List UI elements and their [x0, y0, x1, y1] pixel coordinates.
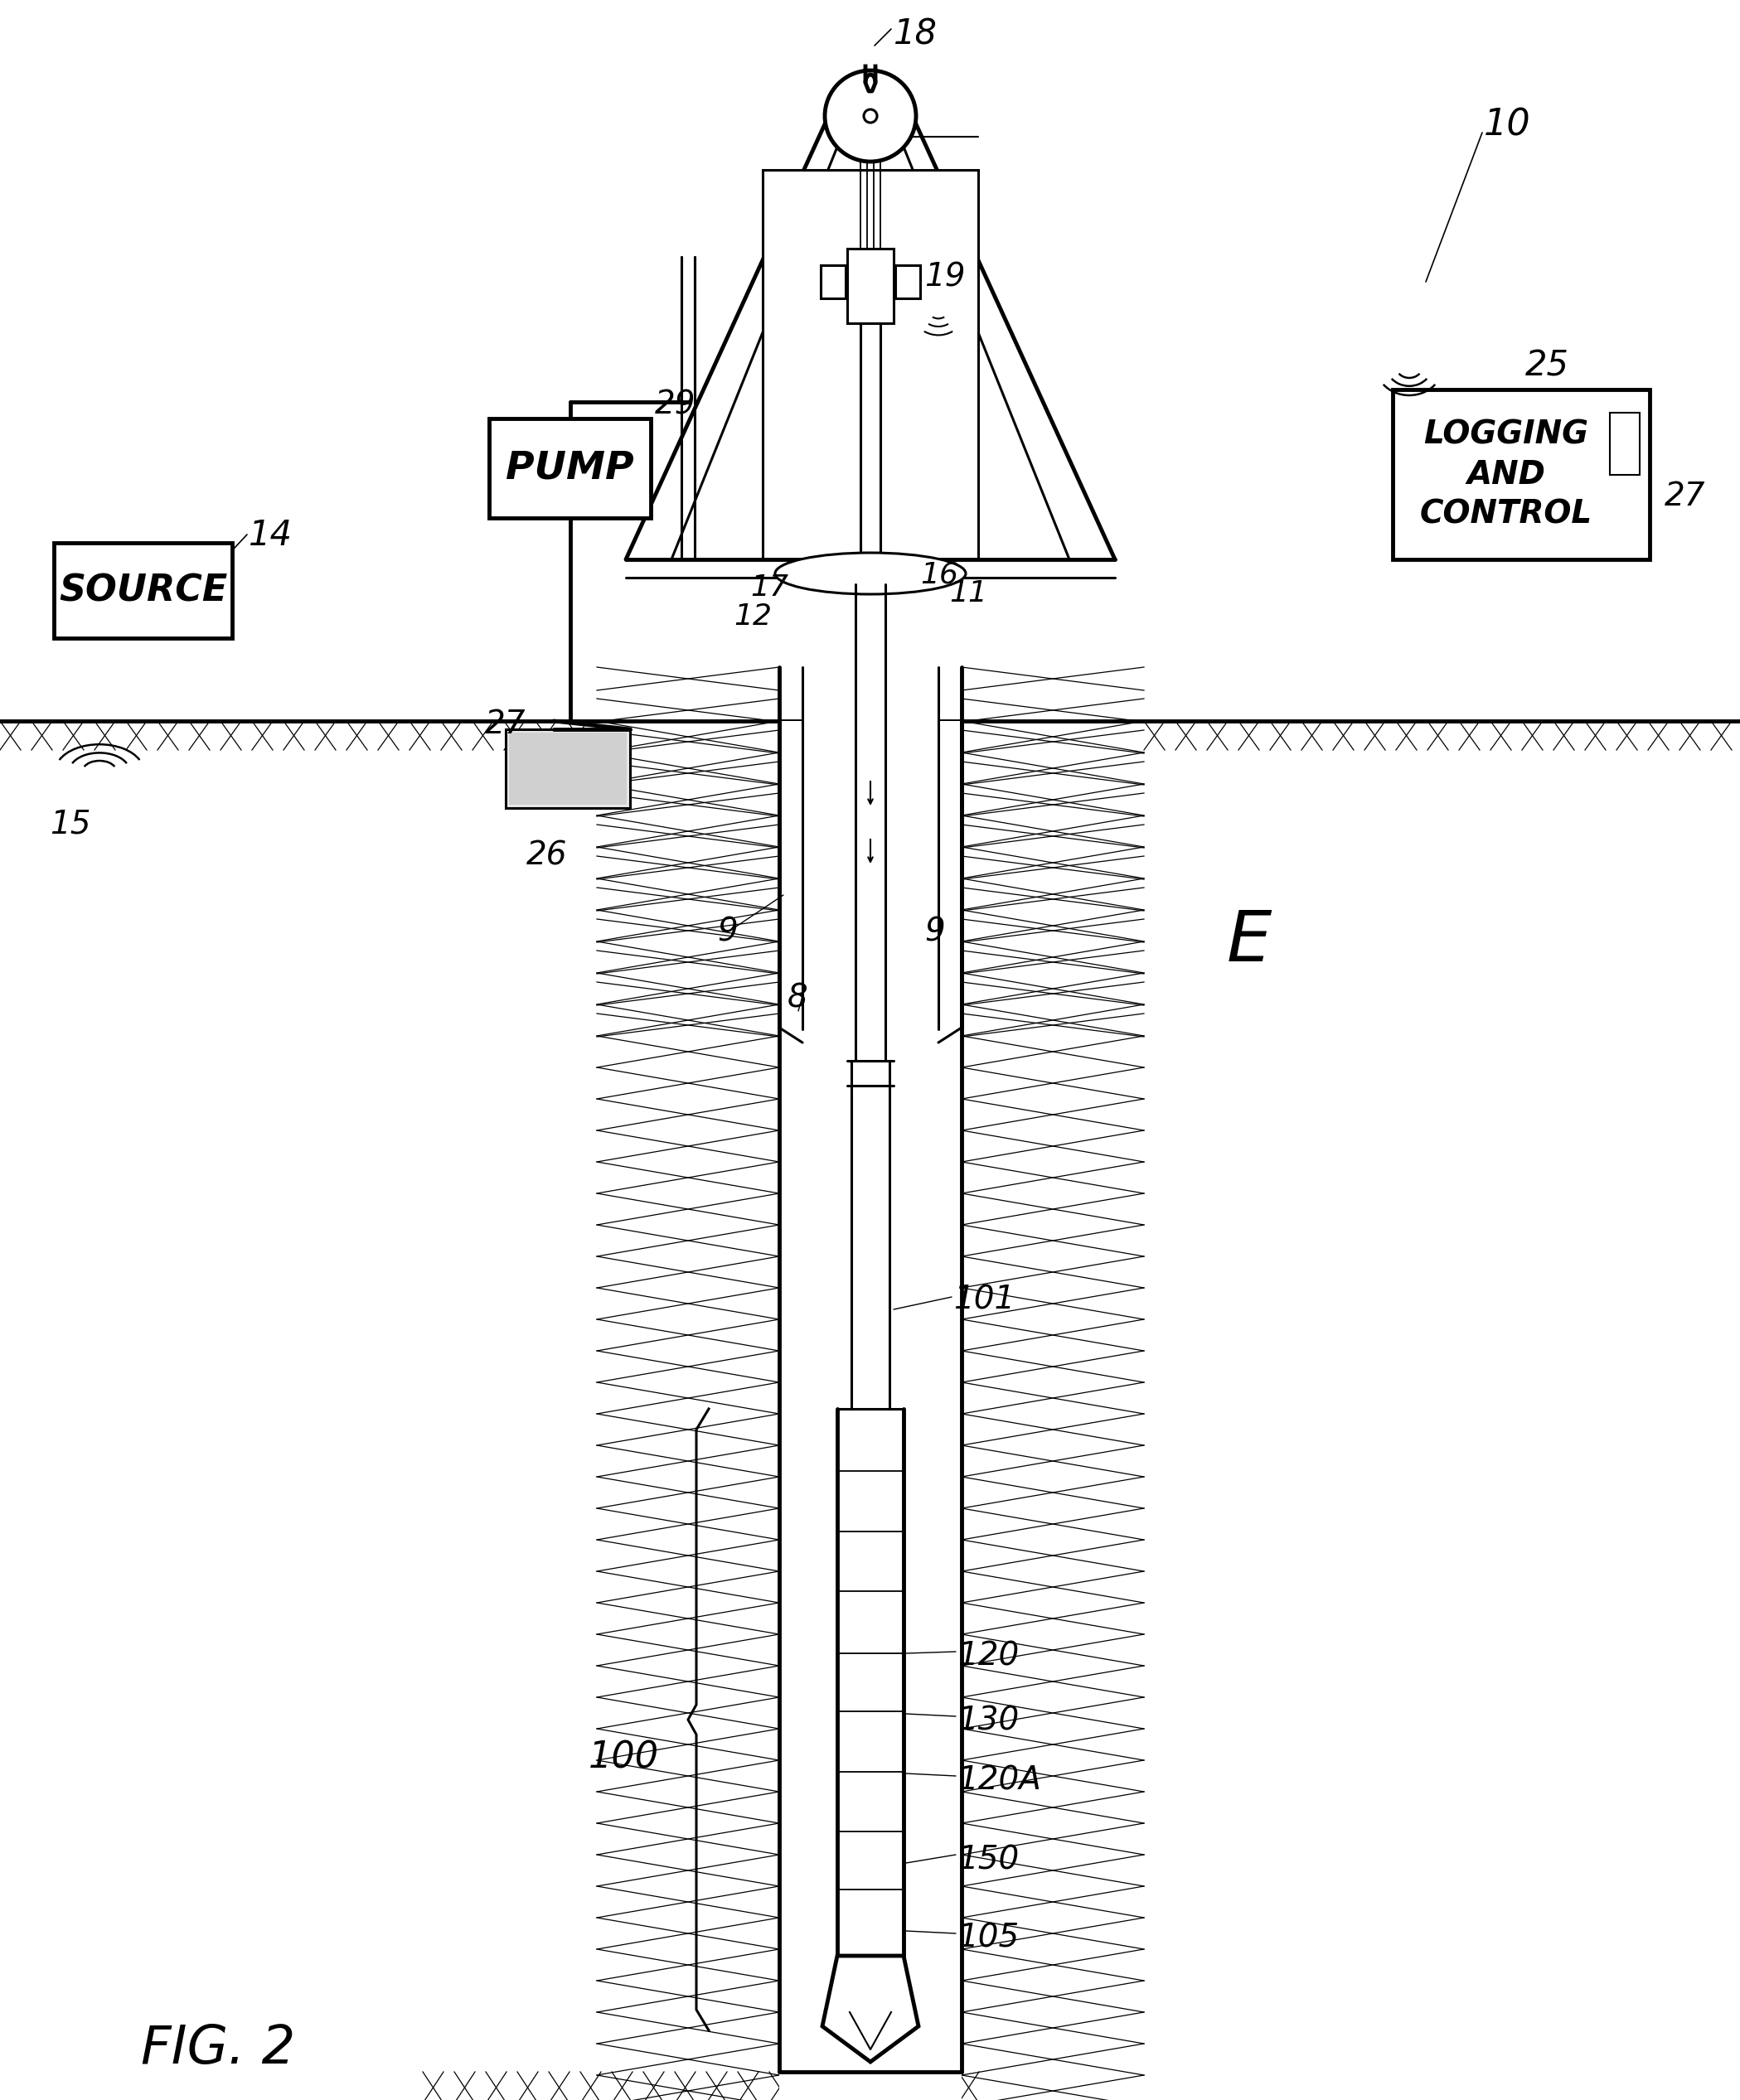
- Bar: [802, 668, 938, 1052]
- Ellipse shape: [774, 552, 966, 594]
- Bar: [489, 418, 651, 519]
- Text: 120A: 120A: [957, 1766, 1041, 1798]
- Text: 11: 11: [948, 580, 987, 607]
- Text: 18: 18: [894, 17, 938, 50]
- Text: 150: 150: [957, 1844, 1020, 1875]
- Text: PUMP: PUMP: [506, 449, 633, 487]
- Text: E: E: [1227, 907, 1272, 976]
- Text: 14: 14: [249, 519, 292, 552]
- Text: 120: 120: [957, 1640, 1020, 1672]
- Polygon shape: [823, 1955, 919, 2062]
- Text: 16: 16: [920, 561, 959, 590]
- Text: 19: 19: [924, 260, 966, 292]
- Text: 9: 9: [924, 916, 945, 947]
- Bar: [847, 248, 894, 323]
- Bar: [54, 542, 231, 638]
- Circle shape: [825, 71, 915, 162]
- Text: 27: 27: [1665, 481, 1705, 512]
- Text: 15: 15: [50, 808, 90, 840]
- Text: FIG. 2: FIG. 2: [141, 2022, 296, 2075]
- Text: 105: 105: [957, 1924, 1020, 1955]
- Text: 8: 8: [788, 983, 807, 1014]
- Text: 130: 130: [957, 1705, 1020, 1737]
- Text: 101: 101: [954, 1285, 1014, 1317]
- Text: 100: 100: [588, 1741, 659, 1777]
- Bar: [762, 170, 978, 559]
- Bar: [821, 265, 846, 298]
- Text: 26: 26: [527, 840, 567, 871]
- Text: 12: 12: [734, 603, 773, 630]
- Text: 10: 10: [1484, 107, 1531, 143]
- Text: SOURCE: SOURCE: [59, 573, 228, 609]
- Bar: [506, 729, 630, 808]
- Text: 25: 25: [1526, 349, 1569, 382]
- Text: 17: 17: [750, 573, 788, 603]
- Text: 29: 29: [654, 388, 696, 420]
- Bar: [510, 733, 626, 804]
- Bar: [896, 265, 920, 298]
- Circle shape: [863, 109, 877, 122]
- Bar: [1392, 388, 1650, 559]
- Text: 9: 9: [717, 916, 738, 947]
- Bar: [780, 720, 962, 2100]
- Text: 27: 27: [485, 708, 525, 739]
- Bar: [1610, 414, 1639, 475]
- Text: LOGGING
AND
CONTROL: LOGGING AND CONTROL: [1420, 418, 1592, 531]
